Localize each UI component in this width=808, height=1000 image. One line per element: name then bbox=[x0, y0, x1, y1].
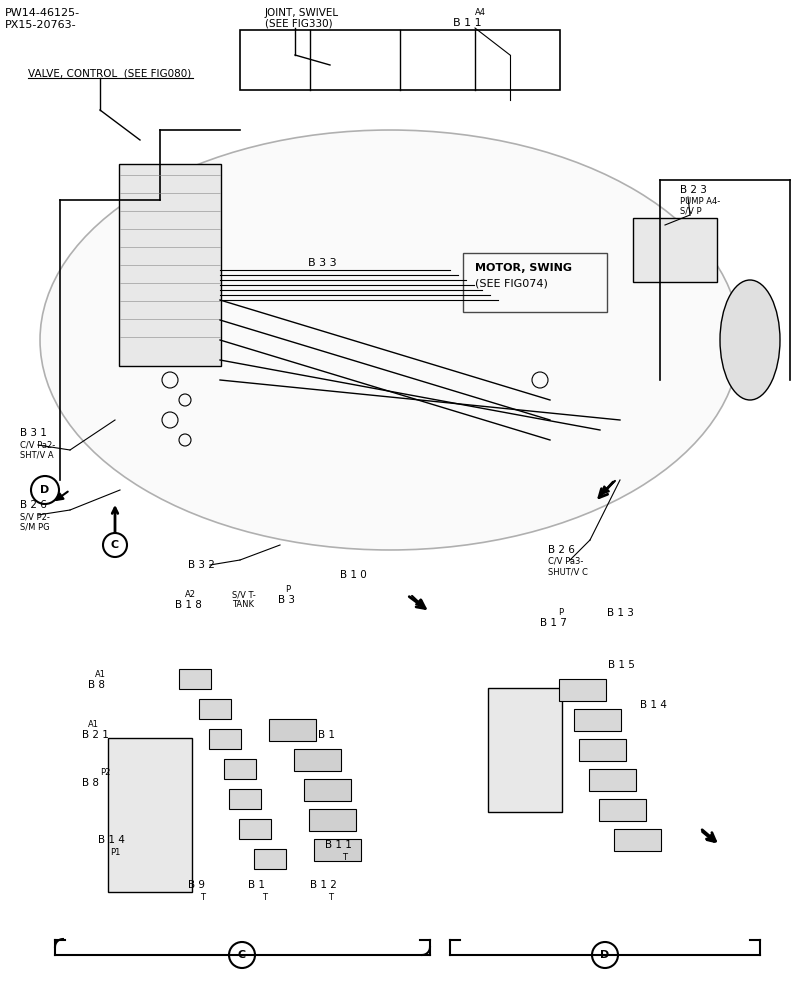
Text: (SEE FIG074): (SEE FIG074) bbox=[475, 278, 548, 288]
Text: P: P bbox=[558, 608, 563, 617]
Text: C: C bbox=[238, 950, 246, 960]
FancyBboxPatch shape bbox=[614, 829, 661, 851]
FancyBboxPatch shape bbox=[488, 688, 562, 812]
Text: PX15-20763-: PX15-20763- bbox=[5, 20, 77, 30]
Text: B 1: B 1 bbox=[318, 730, 335, 740]
FancyBboxPatch shape bbox=[294, 749, 341, 771]
FancyBboxPatch shape bbox=[579, 739, 626, 761]
FancyBboxPatch shape bbox=[589, 769, 636, 791]
FancyBboxPatch shape bbox=[309, 809, 356, 831]
Text: P2: P2 bbox=[100, 768, 111, 777]
Text: B 1 5: B 1 5 bbox=[608, 660, 635, 670]
FancyBboxPatch shape bbox=[229, 789, 261, 809]
Text: VALVE, CONTROL  (SEE FIG080): VALVE, CONTROL (SEE FIG080) bbox=[28, 68, 191, 78]
Text: T: T bbox=[342, 853, 347, 862]
Text: B 1 8: B 1 8 bbox=[175, 600, 202, 610]
Text: B 1: B 1 bbox=[248, 880, 265, 890]
FancyBboxPatch shape bbox=[179, 669, 211, 689]
Text: C/V Pa3-
SHUT/V C: C/V Pa3- SHUT/V C bbox=[548, 557, 588, 576]
Text: S/V P: S/V P bbox=[680, 207, 701, 216]
Text: B 1 4: B 1 4 bbox=[98, 835, 125, 845]
Text: S/V T-
TANK: S/V T- TANK bbox=[232, 590, 256, 609]
Text: B 2 3: B 2 3 bbox=[680, 185, 707, 195]
Text: B 2 6: B 2 6 bbox=[20, 500, 47, 510]
FancyBboxPatch shape bbox=[304, 779, 351, 801]
Text: A2: A2 bbox=[185, 590, 196, 599]
FancyBboxPatch shape bbox=[633, 218, 717, 282]
FancyBboxPatch shape bbox=[224, 759, 256, 779]
Text: D: D bbox=[600, 950, 609, 960]
Text: C: C bbox=[111, 540, 119, 550]
Text: B 1 7: B 1 7 bbox=[540, 618, 567, 628]
Text: C/V Pa2-
SHT/V A: C/V Pa2- SHT/V A bbox=[20, 440, 55, 459]
FancyBboxPatch shape bbox=[108, 738, 192, 892]
Text: A1: A1 bbox=[88, 720, 99, 729]
Text: B 8: B 8 bbox=[88, 680, 105, 690]
Text: PUMP A4-: PUMP A4- bbox=[680, 197, 720, 206]
Text: T: T bbox=[262, 893, 267, 902]
FancyBboxPatch shape bbox=[119, 164, 221, 366]
Text: P: P bbox=[285, 585, 290, 594]
Text: (SEE FIG330): (SEE FIG330) bbox=[265, 18, 333, 28]
Text: B 1 1: B 1 1 bbox=[453, 18, 482, 28]
Ellipse shape bbox=[40, 130, 740, 550]
Circle shape bbox=[592, 942, 618, 968]
Text: B 3: B 3 bbox=[278, 595, 295, 605]
Text: B 1 2: B 1 2 bbox=[310, 880, 337, 890]
Text: S/V P2-
S/M PG: S/V P2- S/M PG bbox=[20, 512, 50, 531]
Text: JOINT, SWIVEL: JOINT, SWIVEL bbox=[265, 8, 339, 18]
Ellipse shape bbox=[720, 280, 780, 400]
Text: A1: A1 bbox=[95, 670, 106, 679]
FancyBboxPatch shape bbox=[599, 799, 646, 821]
Text: B 8: B 8 bbox=[82, 778, 99, 788]
FancyBboxPatch shape bbox=[199, 699, 231, 719]
Text: B 2 6: B 2 6 bbox=[548, 545, 574, 555]
Text: A4: A4 bbox=[475, 8, 486, 17]
Text: PW14-46125-: PW14-46125- bbox=[5, 8, 80, 18]
Text: B 1 1: B 1 1 bbox=[325, 840, 351, 850]
FancyBboxPatch shape bbox=[239, 819, 271, 839]
FancyBboxPatch shape bbox=[559, 679, 606, 701]
Text: B 3 3: B 3 3 bbox=[308, 258, 337, 268]
Circle shape bbox=[229, 942, 255, 968]
Text: B 1 4: B 1 4 bbox=[640, 700, 667, 710]
Text: T: T bbox=[200, 893, 205, 902]
Text: B 2 1: B 2 1 bbox=[82, 730, 109, 740]
FancyBboxPatch shape bbox=[314, 839, 361, 861]
Text: B 1 3: B 1 3 bbox=[607, 608, 633, 618]
Text: T: T bbox=[328, 893, 333, 902]
Text: P1: P1 bbox=[110, 848, 120, 857]
FancyBboxPatch shape bbox=[269, 719, 316, 741]
Text: B 1 0: B 1 0 bbox=[340, 570, 367, 580]
Text: B 3 1: B 3 1 bbox=[20, 428, 47, 438]
FancyBboxPatch shape bbox=[463, 253, 607, 312]
Text: D: D bbox=[40, 485, 49, 495]
FancyBboxPatch shape bbox=[574, 709, 621, 731]
Text: MOTOR, SWING: MOTOR, SWING bbox=[475, 263, 572, 273]
Text: B 9: B 9 bbox=[188, 880, 205, 890]
FancyBboxPatch shape bbox=[254, 849, 286, 869]
FancyBboxPatch shape bbox=[209, 729, 241, 749]
Text: B 3 2: B 3 2 bbox=[188, 560, 215, 570]
